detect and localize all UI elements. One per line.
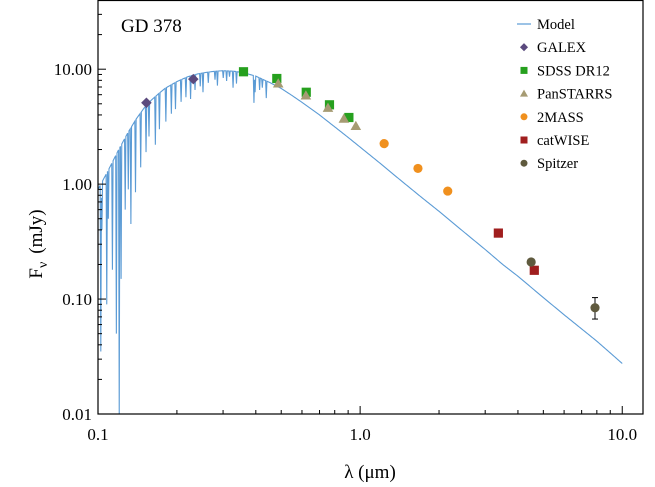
legend-item-model: Model xyxy=(517,17,575,33)
legend-label-spitzer: Spitzer xyxy=(537,156,578,172)
sdss-dr12-point xyxy=(324,100,335,110)
panstarrs-point xyxy=(300,90,312,100)
legend-label-2mass: 2MASS xyxy=(537,110,584,126)
sdss-dr12-point xyxy=(238,67,249,77)
y-axis-title: Fν (mJy) xyxy=(26,209,51,278)
catwise-point xyxy=(529,265,539,275)
y-tick-label: 1.00 xyxy=(62,175,92,194)
legend-label-panstarrs: PanSTARRS xyxy=(537,87,612,103)
y-axis-title-subscript: ν xyxy=(36,262,51,268)
legend-item-catwise: catWISE xyxy=(520,133,589,149)
photometry-points xyxy=(141,67,600,320)
legend-item-sdss-dr12: SDSS DR12 xyxy=(520,63,610,79)
galex-point xyxy=(188,73,199,85)
spitzer-point xyxy=(590,303,600,313)
legend-label-galex: GALEX xyxy=(537,40,587,56)
legend-swatch-catwise xyxy=(520,136,528,144)
legend-swatch-sdss-dr12 xyxy=(520,66,528,74)
legend-item-galex: GALEX xyxy=(519,40,587,56)
y-axis-title-unit: (mJy) xyxy=(26,209,47,253)
y-tick-label: 10.00 xyxy=(54,60,92,79)
x-tick-label: 1.0 xyxy=(349,425,370,444)
spitzer-point xyxy=(526,257,536,267)
legend-item-2mass: 2MASS xyxy=(520,110,584,126)
panstarrs-point xyxy=(338,113,350,123)
sdss-dr12-point xyxy=(272,73,282,84)
legend-swatch-galex xyxy=(519,43,529,52)
legend-label-catwise: catWISE xyxy=(537,133,589,149)
legend-label-model: Model xyxy=(537,17,575,33)
galex-point xyxy=(141,97,152,109)
legend: Model GALEX SDSS DR12 PanSTARRS 2MASS catWISE… xyxy=(517,17,612,172)
2mass-point xyxy=(443,186,453,196)
plot-frame xyxy=(97,0,644,415)
model-line xyxy=(98,70,623,414)
chart-title: GD 378 xyxy=(121,16,182,37)
y-tick-label: 0.01 xyxy=(62,405,92,424)
y-tick-label: 0.10 xyxy=(62,290,92,309)
legend-item-spitzer: Spitzer xyxy=(520,156,578,172)
2mass-point xyxy=(413,163,423,174)
legend-swatch-panstarrs xyxy=(519,89,529,97)
2mass-point xyxy=(379,139,389,149)
legend-swatch-spitzer xyxy=(520,159,528,167)
panstarrs-point xyxy=(350,120,362,131)
panstarrs-point xyxy=(322,102,334,112)
x-axis-title: λ (μm) xyxy=(344,462,396,483)
axes: 0.1 1.0 10.0 0.01 0.10 1.00 10.00 xyxy=(54,0,644,444)
x-tick-label: 0.1 xyxy=(87,425,108,444)
x-tick-label: 10.0 xyxy=(607,425,637,444)
catwise-point xyxy=(493,228,503,238)
y-axis-title-symbol: F xyxy=(26,268,47,279)
sdss-dr12-point xyxy=(344,112,354,123)
legend-swatch-2mass xyxy=(520,113,528,121)
panstarrs-point xyxy=(272,78,284,88)
model-spectrum xyxy=(98,70,623,414)
legend-label-sdss-dr12: SDSS DR12 xyxy=(537,63,610,79)
legend-item-panstarrs: PanSTARRS xyxy=(519,87,612,103)
